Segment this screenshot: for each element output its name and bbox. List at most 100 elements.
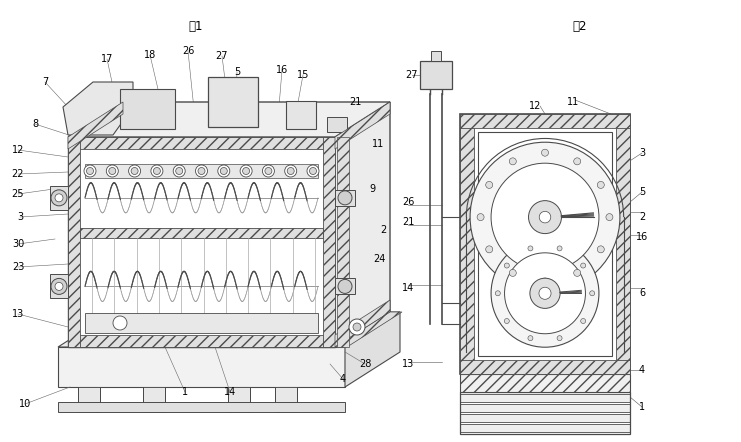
Circle shape	[338, 279, 352, 293]
Circle shape	[606, 213, 613, 221]
Circle shape	[55, 194, 63, 202]
Text: 13: 13	[12, 309, 24, 319]
Bar	[323, 137, 335, 347]
Circle shape	[590, 291, 595, 296]
Bar	[460, 360, 630, 374]
Bar	[335, 278, 355, 294]
Circle shape	[597, 246, 605, 253]
Bar	[50, 186, 68, 210]
Circle shape	[557, 246, 562, 251]
Circle shape	[542, 149, 548, 156]
Bar	[327, 117, 347, 132]
Circle shape	[495, 291, 500, 296]
Circle shape	[528, 246, 533, 251]
Text: 1: 1	[182, 387, 188, 397]
Circle shape	[196, 165, 207, 177]
Circle shape	[485, 246, 493, 253]
Bar	[78, 387, 100, 412]
Circle shape	[51, 278, 67, 294]
Text: 30: 30	[12, 239, 24, 249]
Circle shape	[470, 142, 620, 292]
Bar	[80, 149, 323, 335]
Circle shape	[505, 253, 585, 334]
Polygon shape	[58, 312, 400, 347]
Text: 23: 23	[12, 262, 24, 272]
Circle shape	[262, 165, 274, 177]
Bar	[50, 274, 68, 298]
Text: 6: 6	[639, 288, 645, 298]
Polygon shape	[68, 102, 390, 137]
Circle shape	[491, 240, 599, 347]
Bar	[286, 101, 316, 129]
Bar	[460, 394, 630, 402]
Circle shape	[509, 270, 516, 276]
Circle shape	[288, 168, 294, 175]
Bar	[68, 335, 335, 347]
Circle shape	[530, 278, 560, 309]
Circle shape	[574, 270, 581, 276]
Text: 图2: 图2	[573, 20, 588, 34]
Circle shape	[557, 335, 562, 341]
Text: 图1: 图1	[189, 20, 203, 34]
Bar	[474, 128, 616, 360]
Circle shape	[349, 319, 365, 335]
Bar	[58, 347, 345, 387]
Text: 14: 14	[224, 387, 236, 397]
Circle shape	[129, 165, 141, 177]
Text: 4: 4	[340, 374, 346, 384]
Circle shape	[505, 263, 509, 268]
Bar	[460, 424, 630, 432]
Circle shape	[338, 191, 352, 205]
Bar	[335, 190, 355, 206]
Text: 26: 26	[182, 46, 194, 56]
Polygon shape	[335, 102, 390, 347]
Circle shape	[173, 165, 185, 177]
Circle shape	[581, 263, 585, 268]
Text: 1: 1	[639, 402, 645, 412]
Bar	[68, 137, 80, 347]
Text: 3: 3	[639, 148, 645, 158]
Circle shape	[491, 163, 599, 271]
Circle shape	[310, 168, 316, 175]
Text: 27: 27	[216, 51, 228, 61]
Circle shape	[539, 287, 551, 299]
Circle shape	[113, 316, 127, 330]
Circle shape	[505, 319, 509, 324]
Bar	[85, 164, 318, 178]
Circle shape	[528, 201, 562, 234]
Bar	[616, 114, 630, 374]
Text: 26: 26	[402, 197, 414, 207]
Circle shape	[153, 168, 160, 175]
Bar	[80, 228, 323, 238]
Text: 2: 2	[639, 212, 645, 222]
Circle shape	[131, 168, 138, 175]
Text: 16: 16	[636, 232, 648, 242]
Bar	[143, 387, 165, 412]
Text: 14: 14	[402, 283, 414, 293]
Bar	[85, 313, 318, 333]
Circle shape	[539, 211, 551, 223]
Polygon shape	[68, 102, 123, 149]
Circle shape	[353, 323, 361, 331]
Text: 28: 28	[359, 359, 371, 369]
Circle shape	[218, 165, 230, 177]
Text: 5: 5	[639, 187, 645, 197]
Circle shape	[106, 165, 119, 177]
Polygon shape	[335, 102, 390, 149]
Bar	[478, 132, 612, 356]
Circle shape	[151, 165, 163, 177]
Bar	[208, 77, 258, 127]
Circle shape	[87, 168, 93, 175]
Text: 21: 21	[402, 217, 414, 227]
Bar	[420, 61, 452, 89]
Circle shape	[84, 165, 96, 177]
Text: 15: 15	[297, 70, 309, 80]
Text: 9: 9	[369, 184, 375, 194]
Bar	[68, 137, 335, 149]
Bar	[460, 114, 630, 374]
Polygon shape	[335, 312, 402, 347]
Text: 5: 5	[234, 67, 240, 77]
Bar	[460, 114, 474, 374]
Circle shape	[307, 165, 319, 177]
Text: 24: 24	[373, 254, 385, 264]
